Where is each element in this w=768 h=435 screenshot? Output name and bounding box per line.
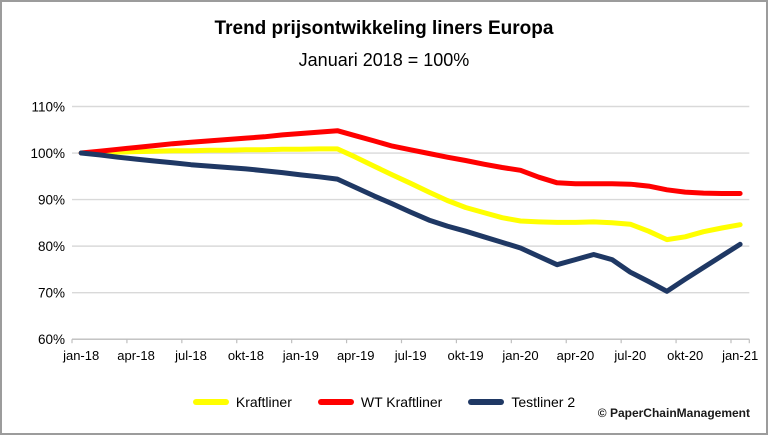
x-tick-label: apr-19 [337,348,375,363]
y-tick-label: 110% [31,100,65,115]
x-tick-label: jul-18 [174,348,207,363]
series-line-testliner-2 [78,150,743,294]
legend-label: WT Kraftliner [360,394,443,410]
x-tick-label: apr-20 [557,348,595,363]
x-tick-label: jul-19 [394,348,427,363]
x-tick-label: okt-18 [228,348,264,363]
series-line-kraftliner [78,146,743,243]
y-tick-label: 100% [30,146,65,161]
legend-swatch-icon [317,399,354,405]
x-tick-label: apr-18 [117,348,155,363]
y-tick-label: 60% [38,332,65,347]
legend-item-kraftliner: Kraftliner [192,394,292,410]
x-tick-label: okt-20 [667,348,703,363]
chart-title: Trend prijsontwikkeling liners Europa [214,18,554,39]
x-tick-label: jan-21 [721,348,758,363]
y-tick-label: 70% [38,286,65,301]
legend-item-wt-kraftliner: WT Kraftliner [317,394,443,410]
legend-label: Testliner 2 [511,394,576,410]
legend-swatch-icon [468,399,505,405]
chart-legend: Kraftliner WT Kraftliner Testliner 2 [2,394,766,410]
x-tick-label: jan-20 [501,348,538,363]
chart-subtitle: Januari 2018 = 100% [298,50,470,70]
y-tick-label: 80% [38,239,65,254]
x-tick-label: okt-19 [447,348,483,363]
legend-swatch-icon [192,399,229,405]
legend-label: Kraftliner [235,394,292,410]
x-tick-label: jan-18 [62,348,99,363]
y-tick-label: 90% [38,193,65,208]
x-tick-label: jul-20 [613,348,646,363]
legend-item-testliner-2: Testliner 2 [468,394,575,410]
x-tick-label: jan-19 [282,348,319,363]
series-line-wt-kraftliner [78,128,743,196]
copyright-text: © PaperChainManagement [597,406,750,420]
